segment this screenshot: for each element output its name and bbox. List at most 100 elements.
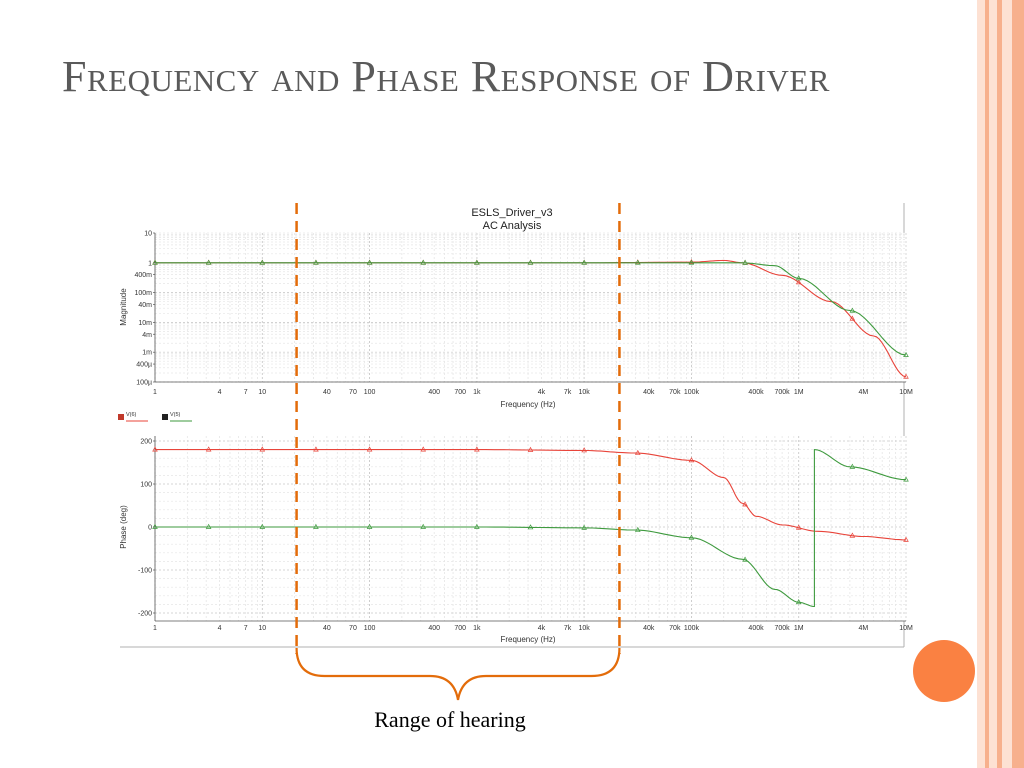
x-tick-label: 10M: [899, 389, 913, 396]
x-tick-label: 4M: [858, 389, 868, 396]
x-axis-label: Frequency (Hz): [500, 635, 555, 644]
series-marker-1: [366, 446, 373, 452]
x-tick-label: 7k: [564, 389, 572, 396]
decor-stripe: [989, 0, 997, 768]
decor-stripe: [1012, 0, 1024, 768]
series-marker-2: [205, 259, 212, 265]
x-tick-label: 7k: [564, 625, 572, 632]
x-tick-label: 70k: [669, 625, 681, 632]
series-marker-1: [205, 446, 212, 452]
x-tick-label: 100: [364, 389, 376, 396]
range-caption: Range of hearing: [374, 707, 526, 732]
series-marker-1: [849, 532, 856, 538]
series-marker-2: [313, 523, 319, 529]
series-marker-2: [634, 259, 641, 265]
series-marker-1: [849, 315, 856, 321]
plot-panel-phase: [118, 414, 909, 622]
y-tick-label: 10: [144, 231, 152, 238]
x-tick-label: 400k: [748, 625, 764, 632]
series-marker-2: [795, 275, 802, 281]
x-tick-label: 7: [244, 625, 248, 632]
slide-title: Frequency and Phase Response of Driver: [62, 52, 830, 101]
series-marker-2: [259, 523, 266, 529]
y-axis-label: Magnitude: [119, 288, 128, 326]
y-tick-label: -100: [138, 568, 152, 575]
plot-area: [155, 436, 906, 621]
x-tick-label: 70: [349, 625, 357, 632]
series-line-2: [155, 262, 907, 356]
x-tick-label: 100k: [684, 389, 700, 396]
x-tick-label: 1k: [473, 625, 481, 632]
chart-title: ESLS_Driver_v3: [471, 207, 552, 219]
series-marker-1: [259, 446, 266, 452]
series-marker-2: [420, 259, 427, 265]
series-marker-1: [742, 501, 748, 507]
x-tick-label: 400k: [748, 389, 764, 396]
x-tick-label: 4M: [858, 625, 868, 632]
series-marker-2: [849, 463, 856, 469]
x-tick-label: 40: [323, 625, 331, 632]
series-line-1: [155, 449, 907, 541]
x-tick-label: 4: [218, 625, 222, 632]
x-tick-label: 100k: [684, 625, 700, 632]
y-tick-label: 400µ: [136, 362, 152, 369]
legend-label: V(5): [170, 412, 181, 418]
y-tick-label: 100m: [134, 290, 152, 297]
series-marker-2: [527, 524, 534, 530]
series-marker-1: [527, 446, 534, 452]
range-brace: [295, 647, 621, 701]
x-tick-label: 70: [349, 389, 357, 396]
x-tick-label: 4k: [538, 625, 546, 632]
x-tick-label: 1: [153, 625, 157, 632]
series-marker-1: [688, 457, 695, 463]
y-tick-label: 0: [148, 525, 152, 532]
x-tick-label: 10: [258, 389, 266, 396]
series-marker-2: [205, 523, 212, 529]
series-marker-1: [795, 279, 802, 285]
x-tick-label: 400: [428, 625, 440, 632]
y-tick-label: 200: [140, 439, 152, 446]
series-marker-2: [152, 523, 158, 529]
x-tick-label: 40: [323, 389, 331, 396]
y-tick-label: 100: [140, 482, 152, 489]
x-tick-label: 4k: [538, 389, 546, 396]
y-tick-label: 1m: [142, 350, 152, 357]
y-tick-label: 1: [148, 260, 152, 267]
decor-circle: [913, 640, 975, 702]
series-marker-2: [527, 259, 534, 265]
series-marker-2: [849, 307, 856, 313]
x-tick-label: 10k: [578, 389, 590, 396]
x-tick-label: 1M: [794, 625, 804, 632]
series-marker-2: [420, 523, 427, 529]
series-marker-1: [795, 524, 802, 530]
x-tick-label: 1: [153, 389, 157, 396]
y-tick-label: 40m: [138, 302, 152, 309]
series-marker-2: [474, 523, 480, 529]
y-tick-label: 4m: [142, 332, 152, 339]
series-marker-2: [688, 534, 695, 540]
series-marker-2: [903, 351, 909, 357]
plot-panel-magnitude: [152, 232, 909, 383]
series-marker-2: [366, 259, 373, 265]
series-marker-1: [903, 536, 909, 542]
x-axis-label: Frequency (Hz): [500, 400, 555, 409]
series-marker-2: [688, 259, 695, 265]
plot-area: [155, 233, 906, 382]
x-tick-label: 700: [454, 625, 466, 632]
y-axis-label: Phase (deg): [119, 505, 128, 549]
decor-stripe: [977, 0, 985, 768]
x-tick-label: 1k: [473, 389, 481, 396]
series-marker-2: [634, 526, 641, 532]
x-tick-label: 10k: [578, 625, 590, 632]
series-marker-2: [903, 476, 909, 482]
x-tick-label: 700k: [775, 389, 791, 396]
x-tick-label: 70k: [669, 389, 681, 396]
series-marker-2: [742, 556, 748, 562]
series-marker-2: [581, 524, 587, 530]
legend-checkbox: [162, 414, 168, 420]
series-marker-2: [795, 599, 802, 605]
y-tick-label: 10m: [138, 320, 152, 327]
series-marker-1: [474, 446, 480, 452]
x-tick-label: 700: [454, 389, 466, 396]
